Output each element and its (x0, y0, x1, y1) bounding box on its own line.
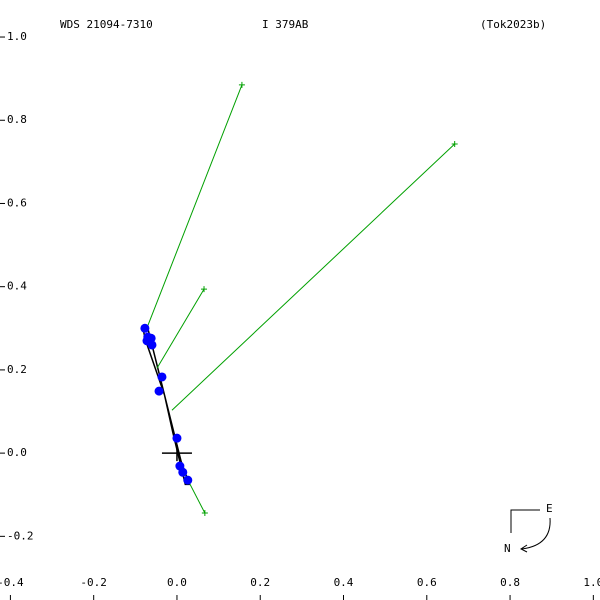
residual-point (201, 510, 208, 517)
x-tick-label: 1.0 (583, 576, 600, 589)
observation (172, 433, 182, 443)
residual-line (156, 288, 205, 369)
y-tick-label: 0.0 (7, 446, 27, 459)
compass-arrow (521, 517, 551, 550)
observation (140, 323, 150, 333)
compass-head (520, 544, 528, 553)
residual-point (451, 140, 458, 147)
x-tick-label: 0.6 (417, 576, 437, 589)
observation (142, 336, 152, 346)
residual-line (145, 84, 243, 331)
compass-e: E (546, 502, 553, 515)
x-tick-label: 0.4 (334, 576, 354, 589)
y-tick-label: -0.2 (7, 529, 34, 542)
header-pair: I 379AB (262, 18, 309, 31)
orbit (142, 327, 191, 486)
compass-axes (510, 509, 540, 533)
compass (510, 509, 551, 553)
header-ref: (Tok2023b) (480, 18, 546, 31)
residual-line (171, 143, 456, 411)
residual-point (201, 286, 208, 293)
x-tick-label: 0.2 (250, 576, 270, 589)
header-id: WDS 21094-7310 (60, 18, 153, 31)
x-tick-label: -0.4 (0, 576, 24, 589)
x-tick-label: 0.8 (500, 576, 520, 589)
y-tick-label: 0.4 (7, 280, 27, 293)
y-tick-label: 1.0 (7, 30, 27, 43)
observation (178, 467, 188, 477)
y-tick-label: 0.6 (7, 196, 27, 209)
y-tick-label: 0.2 (7, 363, 27, 376)
observation (183, 475, 193, 485)
y-tick-label: 0.8 (7, 113, 27, 126)
x-tick-label: 0.0 (167, 576, 187, 589)
residual-point (238, 81, 245, 88)
compass-n: N (504, 542, 511, 555)
observation (157, 372, 167, 382)
x-tick-label: -0.2 (80, 576, 107, 589)
observation (154, 386, 164, 396)
